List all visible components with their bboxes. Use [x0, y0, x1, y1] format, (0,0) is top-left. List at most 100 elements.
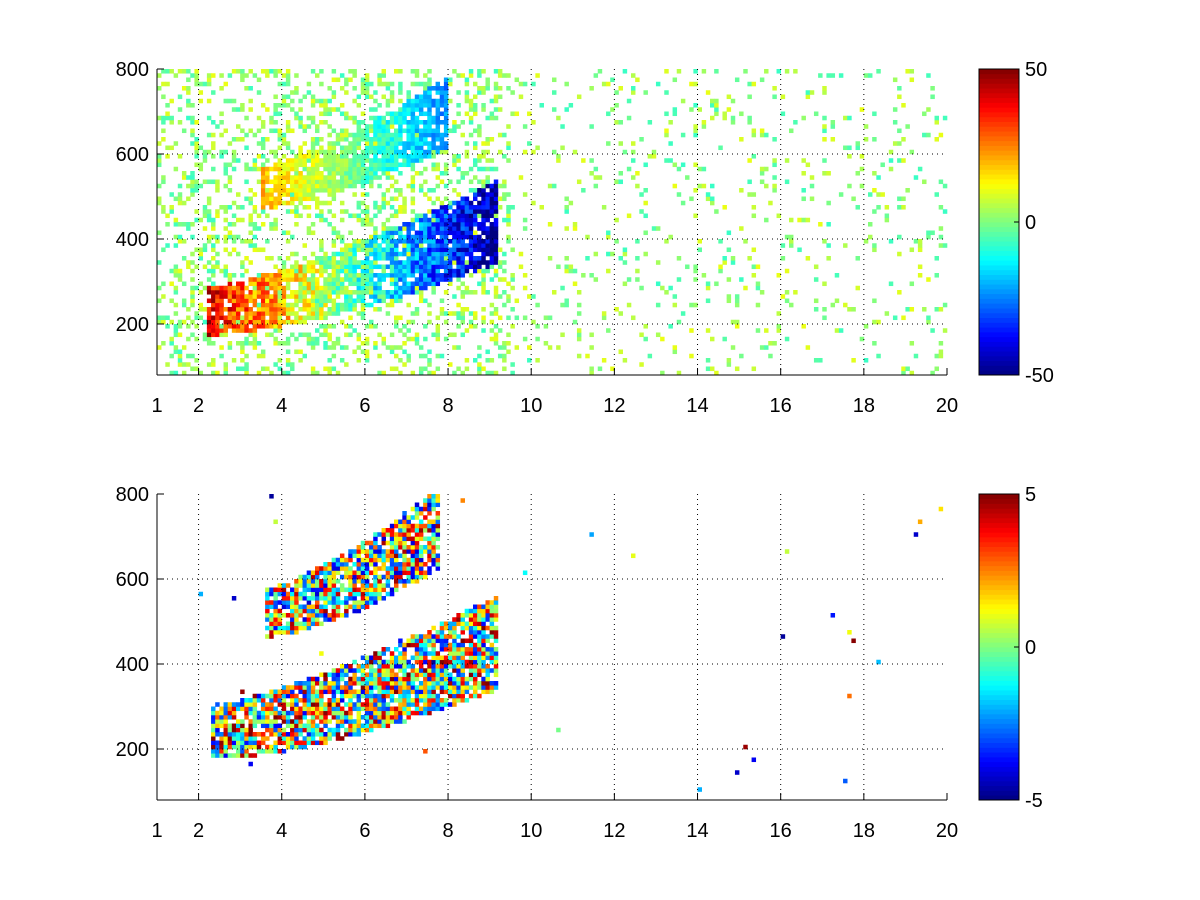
heatmap-cell	[385, 664, 391, 669]
heatmap-cell	[173, 141, 179, 146]
heatmap-cell	[290, 621, 295, 627]
heatmap-cell	[310, 277, 316, 282]
heatmap-cell	[801, 188, 806, 193]
heatmap-cell	[344, 251, 349, 257]
heatmap-cell	[485, 209, 490, 214]
heatmap-cell	[298, 145, 303, 151]
heatmap-cell	[414, 158, 420, 163]
heatmap-cell	[435, 281, 441, 287]
heatmap-cell	[443, 81, 449, 87]
heatmap-cell	[481, 200, 486, 206]
heatmap-cell	[655, 226, 661, 231]
heatmap-cell	[352, 668, 357, 673]
heatmap-cell	[223, 226, 228, 231]
heatmap-cell	[938, 243, 944, 248]
heatmap-cell	[385, 124, 391, 129]
heatmap-cell	[352, 290, 357, 295]
heatmap-cell	[830, 120, 836, 125]
heatmap-cell	[265, 710, 270, 716]
heatmap-cell	[443, 120, 449, 125]
heatmap-cell	[431, 222, 436, 227]
heatmap-cell	[473, 234, 478, 240]
heatmap-cell	[805, 256, 811, 261]
heatmap-cell	[352, 570, 357, 576]
heatmap-cell	[423, 689, 428, 695]
heatmap-cell	[277, 268, 283, 274]
heatmap-cell	[922, 111, 927, 117]
heatmap-cell	[236, 328, 241, 333]
heatmap-cell	[331, 341, 337, 346]
heatmap-cell	[215, 290, 220, 295]
heatmap-cell	[468, 107, 474, 112]
heatmap-cell	[323, 685, 328, 690]
heatmap-cell	[352, 171, 357, 176]
heatmap-cell	[327, 171, 332, 176]
heatmap-cell	[909, 370, 915, 376]
heatmap-cell	[344, 732, 349, 737]
heatmap-cell	[348, 302, 353, 308]
heatmap-cell	[418, 260, 424, 265]
heatmap-cell	[369, 290, 374, 295]
heatmap-cell	[273, 600, 278, 605]
heatmap-cell	[427, 77, 432, 83]
heatmap-cell	[423, 98, 428, 104]
heatmap-cell	[364, 209, 370, 214]
heatmap-cell	[244, 166, 249, 172]
heatmap-cell	[344, 268, 349, 274]
heatmap-cell	[784, 336, 790, 342]
heatmap-cell	[452, 273, 457, 278]
heatmap-cell	[863, 239, 869, 244]
heatmap-cell	[344, 685, 349, 690]
heatmap-cell	[360, 604, 366, 610]
heatmap-cell	[381, 268, 386, 274]
heatmap-cell	[248, 217, 253, 223]
heatmap-cell	[460, 672, 465, 678]
heatmap-cell	[464, 264, 470, 270]
heatmap-cell	[315, 200, 320, 206]
heatmap-cell	[822, 124, 827, 129]
heatmap-cell	[797, 217, 802, 223]
heatmap-cell	[298, 681, 303, 686]
heatmap-cell	[177, 332, 183, 338]
heatmap-cell	[323, 617, 328, 622]
heatmap-cell	[373, 234, 378, 240]
heatmap-cell	[431, 273, 436, 278]
heatmap-cell	[772, 341, 777, 346]
heatmap-cell	[389, 264, 395, 270]
heatmap-cell	[364, 268, 370, 274]
heatmap-cell	[414, 523, 420, 529]
heatmap-cell	[414, 710, 420, 716]
heatmap-cell	[194, 217, 199, 223]
heatmap-cell	[439, 676, 445, 682]
heatmap-cell	[231, 302, 237, 308]
heatmap-cell	[456, 685, 461, 690]
heatmap-cell	[323, 120, 328, 125]
heatmap-cell	[435, 230, 441, 236]
heatmap-cell	[294, 319, 299, 325]
heatmap-cell	[335, 107, 341, 112]
heatmap-cell	[418, 532, 424, 537]
heatmap-cell	[306, 264, 312, 270]
heatmap-cell	[169, 336, 174, 342]
heatmap-cell	[439, 706, 445, 712]
heatmap-cell	[319, 217, 324, 223]
heatmap-cell	[194, 149, 199, 155]
heatmap-cell	[281, 166, 287, 172]
heatmap-cell	[468, 226, 474, 231]
heatmap-cell	[497, 73, 503, 78]
heatmap-cell	[389, 256, 395, 261]
heatmap-cell	[281, 740, 287, 746]
heatmap-cell	[231, 158, 237, 163]
heatmap-cell	[352, 723, 357, 729]
heatmap-cell	[676, 69, 682, 74]
heatmap-cell	[560, 145, 565, 151]
heatmap-cell	[452, 234, 457, 240]
heatmap-cell	[319, 698, 324, 703]
heatmap-cell	[369, 570, 374, 576]
heatmap-cell	[319, 579, 324, 584]
heatmap-cell	[323, 158, 328, 163]
heatmap-cell	[456, 277, 461, 282]
heatmap-cell	[373, 706, 378, 712]
heatmap-cell	[410, 217, 416, 223]
heatmap-cell	[452, 370, 457, 376]
